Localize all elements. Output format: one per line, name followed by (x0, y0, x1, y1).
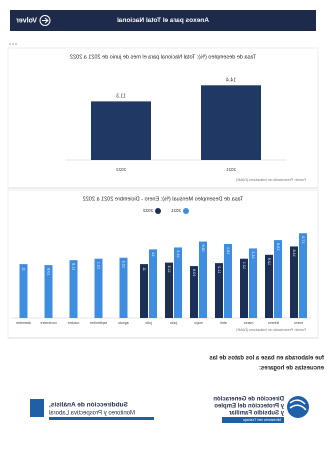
header-bar (10, 10, 316, 31)
bar (224, 244, 232, 318)
x-tick-label: febrero (268, 321, 279, 325)
bar (190, 266, 198, 318)
logo-icon (30, 399, 44, 417)
value-label: 12.1 (97, 262, 101, 269)
x-tick-label: agosto (118, 321, 129, 325)
footer-text: fue elaborada en base a los datos de las (209, 356, 324, 362)
bar (265, 254, 273, 318)
logo-text: y Protección del Empleo (214, 404, 284, 410)
bar (19, 264, 28, 318)
chart-source: Fuente: Presentación de indicadores (DAN… (236, 328, 306, 332)
bar (199, 241, 207, 318)
value-label: 15.1 (226, 247, 230, 254)
chart-source: Fuente: Presentación de indicadores (DAN… (236, 178, 306, 182)
logo-text: Monitoreo y Prospectiva Laboral (49, 411, 135, 417)
bar (201, 85, 261, 160)
legend-swatch (183, 208, 189, 214)
x-tick-label: 2021 (225, 167, 236, 172)
value-label: 11.3 (116, 94, 126, 100)
legend-label: 2021 (170, 208, 181, 213)
bar (149, 249, 157, 318)
logo-caption: Ministerio del Trabajo (242, 417, 281, 422)
x-tick-label: septiembre (90, 321, 107, 325)
x-tick-label: diciembre (16, 321, 31, 325)
bar (299, 233, 307, 318)
logo-right: Subdirección de Análisis, Monitoreo y Pr… (30, 399, 154, 420)
value-label: 14.2 (251, 251, 255, 258)
bar (44, 265, 53, 318)
value-label: 14.4 (176, 250, 180, 257)
value-label: 10.8 (47, 268, 51, 275)
bar (140, 264, 148, 318)
logo-underline (49, 417, 154, 420)
x-tick-label: junio (170, 321, 178, 325)
value-label: 11.8 (72, 263, 76, 270)
legend-swatch (155, 208, 161, 214)
x-tick-label: noviembre (40, 321, 56, 325)
value-label: 12.3 (122, 261, 126, 268)
x-tick-label: julio (145, 321, 152, 325)
logo-text: y Subsidio Familiar (228, 411, 284, 417)
value-label: 12.1 (242, 262, 246, 269)
x-tick-label: enero (294, 321, 303, 325)
bar (290, 246, 298, 318)
legend-label: 2022 (142, 208, 153, 213)
back-label: Volver (16, 17, 37, 24)
x-tick-label: 2022 (115, 167, 126, 172)
value-label: 17.3 (301, 236, 305, 243)
value-label: 11.2 (217, 266, 221, 273)
bar (69, 260, 78, 318)
value-label: 14.6 (292, 249, 296, 256)
bar (274, 240, 282, 318)
back-button[interactable]: Volver (16, 15, 51, 26)
x-tick-label: octubre (68, 321, 80, 325)
value-label: 14.4 (226, 78, 236, 84)
logo-text: Subdirección de Análisis, (49, 402, 128, 409)
value-label: 14 (151, 252, 155, 256)
bar (94, 258, 103, 318)
value-label: 15.9 (276, 243, 280, 250)
chart-card (7, 47, 319, 189)
bar (165, 262, 173, 318)
bar (240, 258, 248, 318)
bar (91, 101, 151, 160)
chart-title: Tasa de Desempleo Mensual (%): Enero - D… (83, 196, 244, 202)
logo-text: Dirección de Generación (213, 397, 284, 403)
x-tick-label: marzo (244, 321, 254, 325)
x-tick-label: abril (220, 321, 227, 325)
value-label: 12.9 (267, 258, 271, 265)
bar (119, 257, 128, 318)
back-icon (39, 15, 51, 26)
chart-title: Tasa de desempleo (%): Total Nacional pa… (70, 54, 256, 60)
value-label: 11 (142, 267, 146, 271)
menu-dots[interactable] (9, 43, 17, 45)
value-label: 11 (22, 267, 26, 271)
value-label: 11.3 (167, 266, 171, 273)
bar (174, 247, 182, 318)
bar (215, 263, 223, 318)
bar (249, 248, 257, 318)
logo-left: Dirección de Generación y Protección del… (213, 396, 309, 423)
header-title: Anexos para el Total Nacional (117, 17, 209, 24)
value-label: 15.6 (201, 245, 205, 252)
footer-text: encuestas de hogares: (259, 366, 324, 372)
logo-mark (289, 399, 307, 411)
back-arrow (42, 17, 49, 24)
value-label: 10.6 (192, 269, 196, 276)
logo-caption-bg (222, 417, 284, 423)
x-tick-label: mayo (194, 321, 203, 325)
